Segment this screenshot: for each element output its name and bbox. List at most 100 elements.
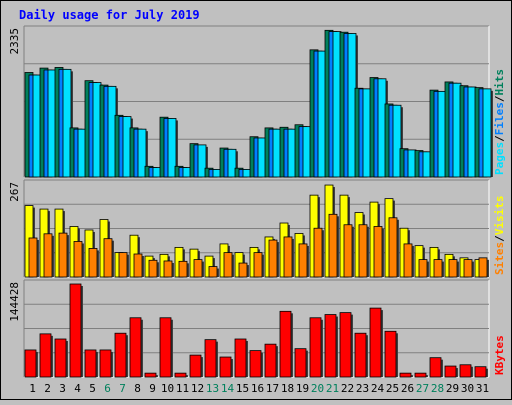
bar-sites-day-21 [328, 213, 338, 278]
bar-kbytes-day-18 [279, 310, 292, 378]
bar-kbytes-day-8 [129, 317, 142, 378]
bar-sites-day-20 [313, 227, 323, 278]
x-tick-label: 24 [371, 382, 385, 395]
legend-item-files: Files [493, 102, 506, 135]
bar-kbytes-day-23 [354, 332, 367, 378]
bar-pages-day-3 [62, 68, 72, 178]
bar-sites-day-26 [403, 243, 413, 278]
bar-kbytes-day-3 [54, 338, 67, 378]
x-tick-label: 13 [206, 382, 219, 395]
bar-sites-day-6 [103, 238, 113, 278]
bar-pages-day-12 [197, 144, 207, 178]
panel-sites-visits: 267 Sites/Visits [8, 179, 506, 278]
x-tick-label: 6 [104, 382, 111, 395]
bar-kbytes-day-19 [294, 348, 307, 378]
bar-sites-day-25 [388, 217, 398, 278]
x-tick-label: 8 [134, 382, 141, 395]
bar-sites-day-18 [283, 236, 293, 278]
bar-kbytes-day-21 [324, 314, 337, 378]
x-tick-label: 15 [236, 382, 249, 395]
bar-kbytes-day-12 [189, 354, 202, 378]
x-tick-label: 31 [476, 382, 489, 395]
bar-kbytes-day-20 [309, 317, 322, 378]
bar-sites-day-24 [373, 226, 383, 278]
y-max-label: 2335 [8, 28, 21, 55]
bar-kbytes-day-4 [69, 283, 82, 378]
x-tick-label: 16 [251, 382, 264, 395]
bar-pages-day-31 [482, 88, 492, 178]
bar-kbytes-day-25 [384, 330, 397, 378]
legend-text: Pages/Files/Hits [493, 69, 506, 175]
x-tick-label: 9 [149, 382, 156, 395]
legend-kbytes: KBytes [493, 335, 506, 375]
x-tick-label: 1 [29, 382, 36, 395]
x-tick-label: 30 [461, 382, 474, 395]
bar-sites-day-4 [73, 241, 83, 278]
legend-item-pages: Pages [493, 142, 506, 175]
bar-sites-day-28 [433, 259, 443, 278]
x-tick-label: 14 [221, 382, 235, 395]
bar-sites-day-19 [298, 243, 308, 278]
x-tick-label: 26 [401, 382, 414, 395]
bar-pages-day-8 [137, 128, 147, 178]
x-tick-label: 29 [446, 382, 459, 395]
legend-pages-files-hits: Pages/Files/Hits [493, 69, 506, 175]
bar-sites-day-23 [358, 224, 368, 278]
bar-kbytes-day-29 [444, 365, 457, 378]
bar-sites-day-2 [43, 233, 53, 278]
bar-kbytes-day-24 [369, 307, 382, 378]
bar-pages-day-14 [227, 148, 237, 178]
chart-title: Daily usage for July 2019 [19, 8, 200, 22]
bar-sites-day-22 [343, 224, 353, 278]
bar-kbytes-day-15 [234, 338, 247, 378]
x-tick-label: 4 [74, 382, 81, 395]
x-tick-label: 19 [296, 382, 309, 395]
legend-item-visits: Visits [493, 196, 506, 236]
bar-sites-day-11 [178, 260, 188, 278]
x-tick-label: 27 [416, 382, 429, 395]
x-tick-label: 20 [311, 382, 324, 395]
x-tick-label: 21 [326, 382, 339, 395]
legend-text: Sites/Visits [493, 196, 506, 276]
bar-sites-day-3 [58, 232, 68, 278]
panel-kbytes: 144428 KBytes [8, 279, 506, 378]
bar-sites-day-15 [238, 262, 248, 278]
bar-kbytes-day-31 [474, 366, 487, 378]
bar-sites-day-16 [253, 252, 263, 278]
x-tick-label: 25 [386, 382, 399, 395]
panel-pages-files-hits: 2335 Pages/Files/Hits [8, 25, 506, 178]
bar-kbytes-day-1 [24, 349, 37, 378]
bar-sites-day-9 [148, 259, 158, 278]
x-tick-label: 3 [59, 382, 66, 395]
legend-separator: / [493, 235, 506, 242]
bar-kbytes-day-7 [114, 332, 127, 378]
legend-item-sites: Sites [493, 242, 506, 275]
bar-kbytes-day-27 [414, 372, 427, 378]
legend-separator: / [493, 95, 506, 102]
bar-sites-day-13 [208, 266, 218, 278]
bar-pages-day-10 [167, 118, 177, 178]
bar-kbytes-day-10 [159, 317, 172, 378]
bar-sites-day-30 [463, 259, 473, 278]
bar-kbytes-day-13 [204, 339, 217, 378]
bar-sites-day-12 [193, 259, 203, 278]
x-tick-label: 17 [266, 382, 279, 395]
bar-sites-day-14 [223, 252, 233, 278]
x-axis-labels: 1 2 3 4 5 6 7 8 9 10 11 12 13 14 15 16 17 18 19 20 21 22 23 24 2… [29, 382, 489, 395]
bar-kbytes-day-16 [249, 350, 262, 378]
x-tick-label: 5 [89, 382, 96, 395]
legend-separator: / [493, 135, 506, 142]
bar-sites-day-31 [478, 257, 488, 278]
bar-pages-day-25 [392, 104, 402, 178]
x-tick-label: 2 [44, 382, 51, 395]
bar-kbytes-day-14 [219, 356, 232, 378]
chart-panels: 2335Pages/Files/Hits267Sites/Visits14442… [8, 25, 506, 378]
bar-sites-day-29 [448, 259, 458, 278]
x-tick-label: 28 [431, 382, 444, 395]
bar-kbytes-day-30 [459, 364, 472, 378]
y-max-label: 267 [8, 182, 21, 202]
bar-sites-day-7 [118, 252, 128, 278]
x-tick-label: 10 [161, 382, 174, 395]
x-tick-label: 18 [281, 382, 294, 395]
